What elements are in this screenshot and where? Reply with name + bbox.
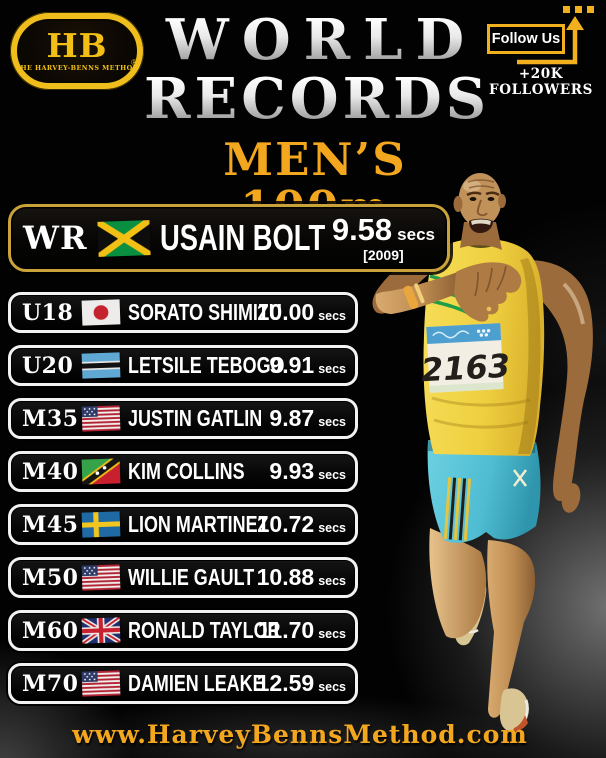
record-time-unit: secs xyxy=(318,415,346,429)
record-time-value: 9.91 xyxy=(269,352,315,378)
record-time: 12.59 secs xyxy=(257,670,346,697)
record-row: M50 WILLIE GAULT 10.88 secs xyxy=(8,557,358,598)
record-time-value: 11.70 xyxy=(257,617,315,643)
record-time-unit: secs xyxy=(318,468,346,482)
record-name-wrap: WILLIE GAULT xyxy=(128,564,254,591)
record-category: M45 xyxy=(22,511,79,538)
saint-kitts-nevis-flag-icon xyxy=(81,458,121,485)
record-time-value: 9.87 xyxy=(269,405,315,431)
record-category: M70 xyxy=(22,670,79,697)
record-row: M60 RONALD TAYLOR 11.70 secs xyxy=(8,610,358,651)
record-time-value: 10.72 xyxy=(256,511,315,537)
record-category: U18 xyxy=(22,299,74,326)
record-holder-name: DAMIEN LEAKE xyxy=(128,670,265,696)
record-time-value: 9.93 xyxy=(269,458,315,484)
record-holder-name: LETSILE TEBOGO xyxy=(128,352,285,378)
record-time: 10.00 secs xyxy=(257,299,346,326)
botswana-flag-icon xyxy=(81,352,121,379)
record-holder-name: RONALD TAYLOR xyxy=(128,617,281,643)
record-time-value: 10.00 xyxy=(256,299,315,325)
record-time-value: 12.59 xyxy=(256,670,315,696)
wr-name-wrap: USAIN BOLT xyxy=(159,217,325,259)
record-name-wrap: KIM COLLINS xyxy=(128,458,261,485)
record-time-unit: secs xyxy=(318,574,346,588)
record-category: U20 xyxy=(22,352,74,379)
brand-monogram: HB xyxy=(46,26,108,65)
wr-holder-name: USAIN BOLT xyxy=(159,217,325,258)
bib-number: 2163 xyxy=(420,347,511,390)
record-row: U18 SORATO SHIMIZU 10.00 secs xyxy=(8,292,358,333)
record-holder-name: LION MARTINEZ xyxy=(128,511,269,537)
wr-category: WR xyxy=(23,219,88,257)
follow-us-label: Follow Us xyxy=(491,31,561,47)
record-row: M40 KIM COLLINS 9.93 secs xyxy=(8,451,358,492)
record-category: M40 xyxy=(22,458,79,485)
wr-year: [2009] xyxy=(363,247,404,263)
followers-count: +20K FOLLOWERS xyxy=(489,66,593,98)
record-holder-name: SORATO SHIMIZU xyxy=(128,299,282,325)
record-holder-name: KIM COLLINS xyxy=(128,458,245,484)
wr-time-unit: secs xyxy=(397,225,435,244)
page-title-line1: WORLD xyxy=(140,10,490,70)
record-row: M45 LION MARTINEZ 10.72 secs xyxy=(8,504,358,545)
record-category: M35 xyxy=(22,405,79,432)
record-time-unit: secs xyxy=(318,362,346,376)
uk-flag-icon xyxy=(81,617,121,644)
brand-logo-inner: HB THE HARVEY-BENNS METHOD xyxy=(15,19,139,83)
record-holder-name: WILLIE GAULT xyxy=(128,564,255,590)
record-name-wrap: LETSILE TEBOGO xyxy=(128,352,284,379)
record-time-unit: secs xyxy=(318,521,346,535)
record-name-wrap: DAMIEN LEAKE xyxy=(128,670,265,697)
brand-logo: HB THE HARVEY-BENNS METHOD ® xyxy=(10,12,144,90)
usa-flag-icon xyxy=(81,405,121,432)
record-time-unit: secs xyxy=(318,680,346,694)
wr-time-value: 9.58 xyxy=(331,212,393,247)
records-list: U18 SORATO SHIMIZU 10.00 secs U20 LETSIL… xyxy=(8,292,358,716)
record-time: 10.72 secs xyxy=(257,511,346,538)
record-time-unit: secs xyxy=(318,627,346,641)
record-name-wrap: RONALD TAYLOR xyxy=(128,617,280,644)
record-time: 9.87 secs xyxy=(269,405,346,432)
record-name-wrap: JUSTIN GATLIN xyxy=(128,405,263,432)
jamaica-flag-icon xyxy=(96,219,151,257)
website-link[interactable]: www.HarveyBennsMethod.com xyxy=(72,720,528,749)
record-row: M70 DAMIEN LEAKE 12.59 secs xyxy=(8,663,358,704)
record-holder-name: JUSTIN GATLIN xyxy=(128,405,263,431)
wr-time: 9.58 secs [2009] xyxy=(332,214,435,262)
record-time-value: 10.88 xyxy=(256,564,315,590)
record-time: 10.88 secs xyxy=(257,564,346,591)
record-time: 11.70 secs xyxy=(258,617,346,644)
usa-flag-icon xyxy=(81,564,121,591)
usa-flag-icon xyxy=(81,670,121,697)
follow-us-button[interactable]: Follow Us xyxy=(487,24,565,54)
header: WORLD RECORDS MEN’S 100m xyxy=(140,0,490,232)
record-row: M35 JUSTIN GATLIN 9.87 secs xyxy=(8,398,358,439)
registered-mark: ® xyxy=(131,58,137,67)
record-category: M50 xyxy=(22,564,79,591)
record-name-wrap: LION MARTINEZ xyxy=(128,511,269,538)
record-category: M60 xyxy=(22,617,79,644)
record-time: 9.91 secs xyxy=(269,352,346,379)
japan-flag-icon xyxy=(81,299,121,326)
sweden-flag-icon xyxy=(81,511,121,538)
brand-tagline: THE HARVEY-BENNS METHOD xyxy=(15,64,139,72)
record-time-unit: secs xyxy=(318,309,346,323)
page-title-line2: RECORDS xyxy=(140,70,490,128)
record-row: U20 LETSILE TEBOGO 9.91 secs xyxy=(8,345,358,386)
record-name-wrap: SORATO SHIMIZU xyxy=(128,299,282,326)
record-time: 9.93 secs xyxy=(269,458,346,485)
up-arrow-icon xyxy=(517,6,594,65)
world-record-row: WR USAIN BOLT 9.58 secs [2009] xyxy=(8,204,450,272)
